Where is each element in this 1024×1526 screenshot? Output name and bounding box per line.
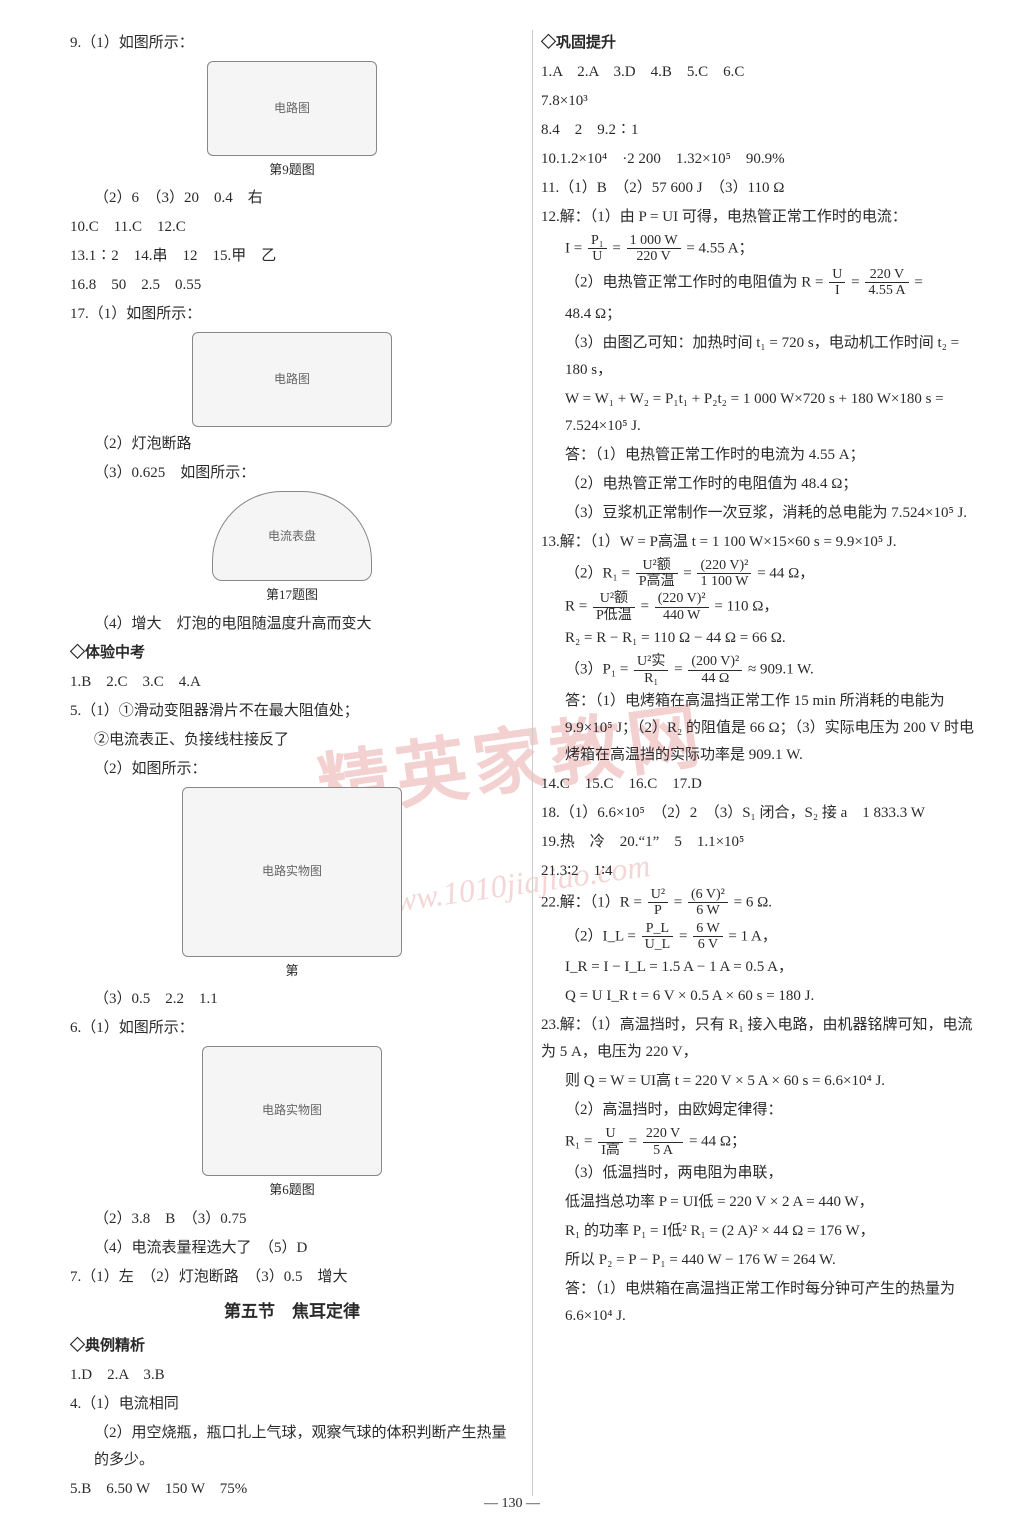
fig5-box: 电路实物图 <box>182 787 402 957</box>
q23-h: 所以 P₂ = P − P₁ = 440 W − 176 W = 264 W. <box>541 1247 984 1274</box>
frac: UI <box>829 267 845 299</box>
frac: (220 V)²440 W <box>655 591 709 623</box>
fig5-caption: 第 <box>285 959 298 982</box>
page-content: 9.（1）如图所示： 电路图 第9题图 （2）6 （3）20 0.4 右 10.… <box>70 30 984 1496</box>
figure-17b: 电流表盘 第17题图 <box>70 491 514 606</box>
rc-l7: 7.8×10³ <box>541 88 984 115</box>
l10: 10.C 11.C 12.C <box>70 214 514 241</box>
q22-d: Q = U I_R t = 6 V × 0.5 A × 60 s = 180 J… <box>541 983 984 1010</box>
sec-a-title: ◇体验中考 <box>70 640 514 667</box>
rc-l18: 18.（1）6.6×10⁵ （2）2 （3）S₁ 闭合，S₂ 接 a 1 833… <box>541 800 984 827</box>
sa-q7: 7.（1）左 （2）灯泡断路 （3）0.5 增大 <box>70 1264 514 1291</box>
frac: (220 V)²1 100 W <box>697 558 751 590</box>
rc-l8: 8.4 2 9.2∶1 <box>541 117 984 144</box>
q23-a: 23.解：（1）高温挡时，只有 R₁ 接入电路，由机器铭牌可知，电流为 5 A，… <box>541 1012 984 1066</box>
sb-l1: 1.D 2.A 3.B <box>70 1362 514 1389</box>
sec-c-title: ◇巩固提升 <box>541 30 984 57</box>
frac: (200 V)²44 Ω <box>688 654 742 686</box>
right-column: ◇巩固提升 1.A 2.A 3.D 4.B 5.C 6.C 7.8×10³ 8.… <box>532 30 984 1496</box>
q13-d: R₂ = R − R₁ = 110 Ω − 44 Ω = 66 Ω. <box>541 625 984 652</box>
sa-q5c: （2）如图所示： <box>70 756 514 783</box>
frac: U²实R₁ <box>634 654 668 686</box>
q17-c: （3）0.625 如图所示： <box>70 460 514 487</box>
figure-6: 电路实物图 第6题图 <box>70 1046 514 1201</box>
l16: 16.8 50 2.5 0.55 <box>70 272 514 299</box>
q13-a: 13.解：（1）W = P高温 t = 1 100 W×15×60 s = 9.… <box>541 529 984 556</box>
sb-q4a: 4.（1）电流相同 <box>70 1391 514 1418</box>
q17-a: 17.（1）如图所示： <box>70 301 514 328</box>
rc-l19: 19.热 冷 20.“1” 5 1.1×10⁵ <box>541 829 984 856</box>
frac: (6 V)²6 W <box>688 887 728 919</box>
figure-17a: 电路图 <box>70 332 514 427</box>
sa-q5a: 5.（1）①滑动变阻器滑片不在最大阻值处； <box>70 698 514 725</box>
sec-b-title: ◇典例精析 <box>70 1333 514 1360</box>
q13-f: 答：（1）电烤箱在高温挡正常工作 15 min 所消耗的电能为 9.9×10⁵ … <box>541 688 984 769</box>
left-column: 9.（1）如图所示： 电路图 第9题图 （2）6 （3）20 0.4 右 10.… <box>70 30 522 1496</box>
q9-b: （2）6 （3）20 0.4 右 <box>70 185 514 212</box>
frac: P₁U <box>588 233 607 265</box>
fig6-box: 电路实物图 <box>202 1046 382 1176</box>
q13-e: （3）P₁ = U²实R₁ = (200 V)²44 Ω ≈ 909.1 W. <box>541 654 984 686</box>
frac: 6 W6 V <box>693 921 722 953</box>
l13: 13.1∶2 14.串 12 15.甲 乙 <box>70 243 514 270</box>
q12-pre: I = <box>565 240 582 256</box>
fig9-box: 电路图 <box>207 61 377 156</box>
q22-a: 22.解：（1）R = U²P = (6 V)²6 W = 6 Ω. <box>541 887 984 919</box>
section5-title: 第五节 焦耳定律 <box>70 1297 514 1328</box>
q23-f: 低温挡总功率 P = UI低 = 220 V × 2 A = 440 W， <box>541 1189 984 1216</box>
fig6-caption: 第6题图 <box>269 1178 315 1201</box>
fig17a-box: 电路图 <box>192 332 392 427</box>
q12-a: 12.解：（1）由 P = UI 可得，电热管正常工作时的电流： <box>541 204 984 231</box>
rc-l1: 1.A 2.A 3.D 4.B 5.C 6.C <box>541 59 984 86</box>
q23-g: R₁ 的功率 P₁ = I低² R₁ = (2 A)² × 44 Ω = 176… <box>541 1218 984 1245</box>
sa-q6a: 6.（1）如图所示： <box>70 1015 514 1042</box>
page-number: — 130 — <box>484 1491 540 1516</box>
sa-q5d: （3）0.5 2.2 1.1 <box>70 986 514 1013</box>
q12-c: （3）由图乙可知：加热时间 t₁ = 720 s，电动机工作时间 t₂ = 18… <box>541 330 984 384</box>
frac: 220 V4.55 A <box>865 267 908 299</box>
frac: U²额P低温 <box>593 591 635 623</box>
sa-l1: 1.B 2.C 3.C 4.A <box>70 669 514 696</box>
q12-eq1: I = P₁U = 1 000 W220 V = 4.55 A； <box>541 233 984 265</box>
fig17b-box: 电流表盘 <box>212 491 372 581</box>
figure-9: 电路图 第9题图 <box>70 61 514 181</box>
q12-g: （3）豆浆机正常制作一次豆浆，消耗的总电能为 7.524×10⁵ J. <box>541 500 984 527</box>
q17-b: （2）灯泡断路 <box>70 431 514 458</box>
sa-q6c: （4）电流表量程选大了 （5）D <box>70 1235 514 1262</box>
frac: 220 V5 A <box>643 1126 683 1158</box>
frac: U²P <box>648 887 668 919</box>
frac: UI高 <box>598 1126 623 1158</box>
q13-c: R = U²额P低温 = (220 V)²440 W = 110 Ω， <box>541 591 984 623</box>
q22-c: I_R = I − I_L = 1.5 A − 1 A = 0.5 A， <box>541 954 984 981</box>
q17-d: （4）增大 灯泡的电阻随温度升高而变大 <box>70 611 514 638</box>
frac: 1 000 W220 V <box>627 233 681 265</box>
q12-e: 答：（1）电热管正常工作时的电流为 4.55 A； <box>541 442 984 469</box>
frac: P_LU_L <box>642 921 674 953</box>
fig17b-caption: 第17题图 <box>266 583 318 606</box>
q23-b: 则 Q = W = UI高 t = 220 V × 5 A × 60 s = 6… <box>541 1068 984 1095</box>
rc-l14: 14.C 15.C 16.C 17.D <box>541 771 984 798</box>
rc-l10: 10.1.2×10⁴ ·2 200 1.32×10⁵ 90.9% <box>541 146 984 173</box>
sb-l5: 5.B 6.50 W 150 W 75% <box>70 1476 514 1503</box>
rc-l11: 11.（1）B （2）57 600 J （3）110 Ω <box>541 175 984 202</box>
sa-q6b: （2）3.8 B （3）0.75 <box>70 1206 514 1233</box>
figure-5: 电路实物图 第 <box>70 787 514 982</box>
q12-f: （2）电热管正常工作时的电阻值为 48.4 Ω； <box>541 471 984 498</box>
q12-d: W = W₁ + W₂ = P₁t₁ + P₂t₂ = 1 000 W×720 … <box>541 386 984 440</box>
q13-b: （2）R₁ = U²额P高温 = (220 V)²1 100 W = 44 Ω， <box>541 558 984 590</box>
q23-e: （3）低温挡时，两电阻为串联， <box>541 1160 984 1187</box>
q12-b: （2）电热管正常工作时的电阻值为 R = UI = 220 V4.55 A = <box>541 267 984 299</box>
sb-q4b: （2）用空烧瓶，瓶口扎上气球，观察气球的体积判断产生热量的多少。 <box>70 1420 514 1474</box>
q23-d: R₁ = UI高 = 220 V5 A = 44 Ω； <box>541 1126 984 1158</box>
sa-q5b: ②电流表正、负接线柱接反了 <box>70 727 514 754</box>
rc-l21: 21.3∶2 1∶4 <box>541 858 984 885</box>
q12-b2: 48.4 Ω； <box>541 301 984 328</box>
q23-c: （2）高温挡时，由欧姆定律得： <box>541 1097 984 1124</box>
q22-b: （2）I_L = P_LU_L = 6 W6 V = 1 A， <box>541 921 984 953</box>
frac: U²额P高温 <box>636 558 678 590</box>
q9-head: 9.（1）如图所示： <box>70 30 514 57</box>
q23-i: 答：（1）电烘箱在高温挡正常工作时每分钟可产生的热量为 6.6×10⁴ J. <box>541 1276 984 1330</box>
fig9-caption: 第9题图 <box>269 158 315 181</box>
